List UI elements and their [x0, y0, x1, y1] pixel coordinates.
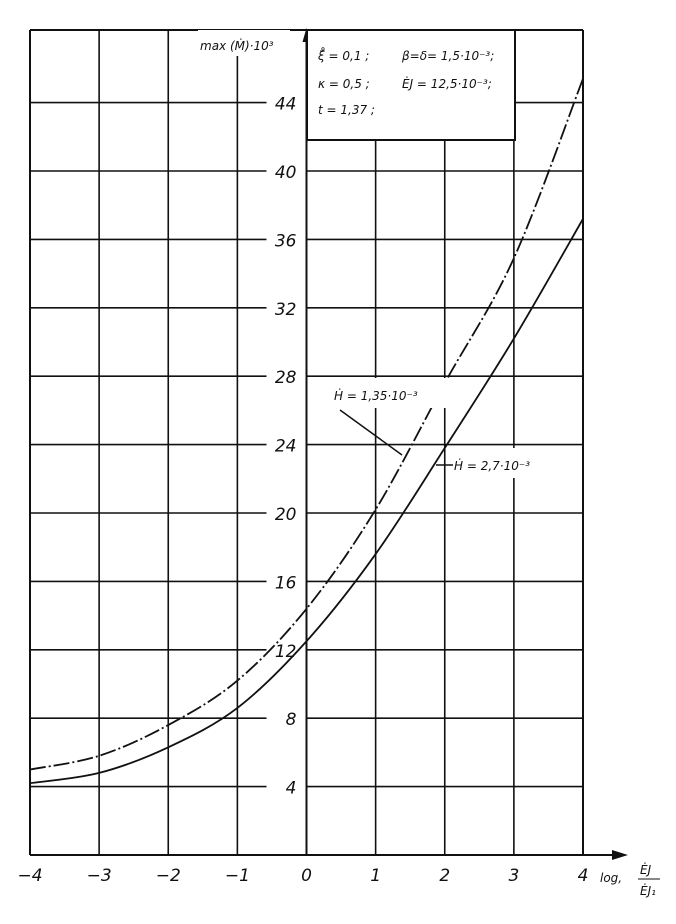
series-line-2: [29, 218, 584, 785]
y-tick-label: 40: [275, 163, 297, 183]
param-xi: ξ̊ = 0,1 ;: [317, 46, 369, 63]
x-tick-label: −1: [225, 866, 250, 886]
x-axis-arrow: [612, 850, 628, 860]
x-tick-label: 2: [439, 866, 450, 886]
y-tick-label: 20: [275, 505, 297, 525]
y-tick-label: 16: [275, 573, 297, 593]
series-label-2-text: Ḣ = 2,7·10⁻³: [454, 458, 530, 473]
x-tick-label: 0: [301, 866, 312, 886]
curves: [29, 78, 584, 785]
param-t: t = 1,37 ;: [318, 103, 375, 117]
param-kappa: κ = 0,5 ;: [318, 77, 370, 91]
x-axis-label-denominator: ĖJ₁: [640, 883, 656, 898]
series-label-1-text: Ḣ = 1,35·10⁻³: [334, 388, 418, 403]
y-tick-label: 4: [286, 779, 297, 799]
y-tick-label: 36: [275, 231, 297, 251]
x-axis-label-numerator: ĖJ: [640, 862, 652, 877]
x-tick-label: −3: [87, 866, 112, 886]
x-tick-label: −2: [156, 866, 181, 886]
parameter-box: ξ̊ = 0,1 ; β=δ= 1,5·10⁻³; κ = 0,5 ; ĖJ =…: [306, 29, 516, 141]
x-tick-label: −4: [17, 866, 42, 886]
y-tick-label: 24: [275, 437, 297, 457]
param-beta-delta: β=δ= 1,5·10⁻³;: [401, 49, 494, 63]
y-tick-label: 28: [275, 368, 297, 388]
grid: [29, 28, 628, 860]
x-tick-label: 1: [370, 866, 381, 886]
x-tick-label: 3: [508, 866, 519, 886]
y-tick-label: 32: [275, 300, 297, 320]
series-line-1: [29, 78, 584, 771]
x-axis-label-prefix: log,: [600, 871, 622, 885]
param-ej: ĖJ = 12,5·10⁻³;: [402, 76, 492, 91]
series-label-2: Ḣ = 2,7·10⁻³: [436, 448, 558, 478]
y-tick-label: 8: [286, 710, 297, 730]
y-axis-label: max (Ṁ)·10³: [200, 38, 274, 53]
series-label-1: Ḣ = 1,35·10⁻³: [330, 378, 448, 456]
y-tick-label: 44: [275, 95, 297, 115]
x-axis-label: log, ĖJ ĖJ₁: [600, 862, 660, 898]
y-tick-label: 12: [275, 642, 297, 662]
x-tick-label: 4: [578, 866, 589, 886]
leader-line-1: [339, 409, 403, 456]
